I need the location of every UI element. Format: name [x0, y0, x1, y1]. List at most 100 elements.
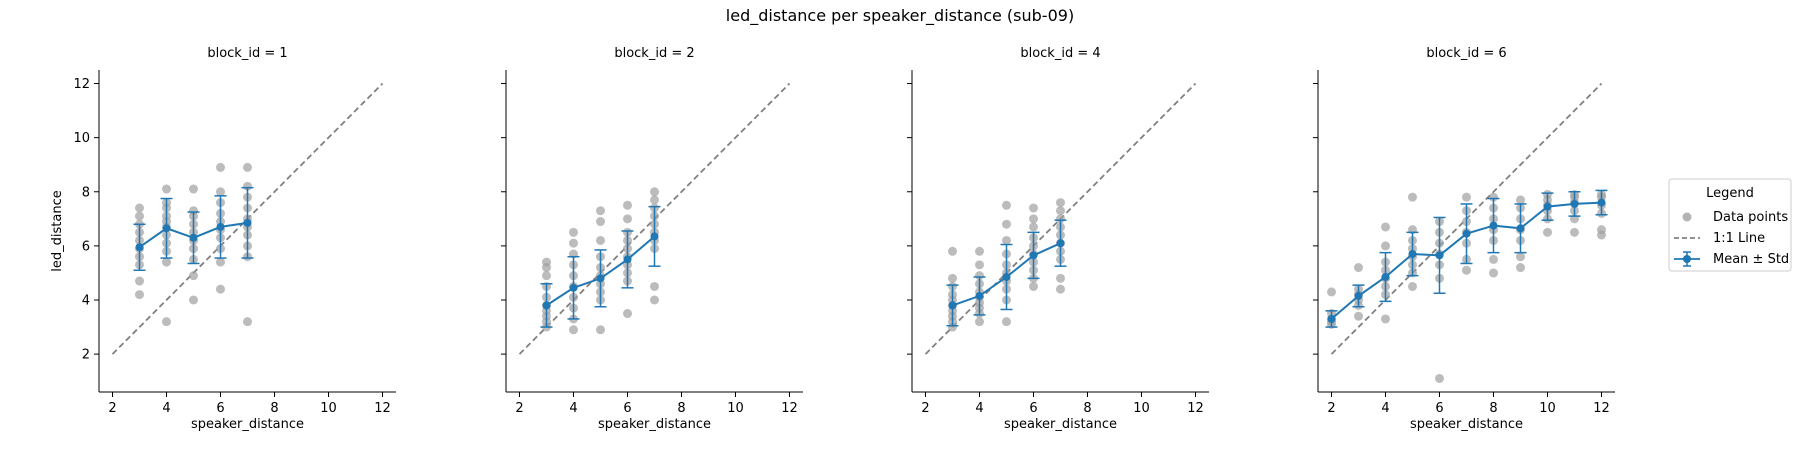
y-tick-label: 4	[82, 294, 90, 309]
data-point	[1056, 273, 1065, 283]
panel-title: block_id = 2	[614, 46, 694, 61]
mean-point	[975, 291, 984, 300]
data-point	[189, 295, 198, 305]
data-point	[216, 257, 225, 267]
data-point	[1462, 192, 1471, 202]
data-point	[1056, 198, 1065, 208]
data-point	[243, 181, 252, 191]
y-axis-label: led_distance	[50, 190, 65, 271]
x-tick-label: 8	[1083, 401, 1091, 416]
data-point	[189, 271, 198, 281]
y-tick-label: 8	[82, 185, 90, 200]
legend: Legend Data points 1:1 Line Mean ± Std	[1668, 178, 1792, 272]
x-axis-label: speaker_distance	[1410, 417, 1523, 432]
legend-marker-scatter	[1682, 212, 1692, 222]
mean-point	[1327, 314, 1336, 323]
data-point	[975, 271, 984, 281]
legend-label-identity-line: 1:1 Line	[1713, 231, 1765, 246]
data-point	[1002, 235, 1011, 245]
legend-label-mean-std: Mean ± Std	[1713, 252, 1789, 267]
panel-title: block_id = 4	[1020, 46, 1100, 61]
data-point	[650, 187, 659, 197]
data-point	[1002, 317, 1011, 327]
legend-label-data-points: Data points	[1713, 210, 1788, 225]
data-point	[243, 317, 252, 327]
x-tick-label: 10	[1133, 401, 1150, 416]
panel-3: block_id = 4 2 4 6 8 10 12 speaker_distance	[907, 46, 1209, 432]
data-point	[975, 246, 984, 256]
mean-point	[1029, 251, 1038, 260]
data-point	[1489, 192, 1498, 202]
data-point	[1597, 225, 1606, 235]
x-tick-label: 4	[975, 401, 983, 416]
data-point	[1489, 254, 1498, 264]
x-tick-label: 2	[108, 401, 116, 416]
x-tick-label: 2	[1327, 401, 1335, 416]
x-tick-label: 8	[677, 401, 685, 416]
legend-item-identity-line: 1:1 Line	[1674, 231, 1765, 246]
data-point	[216, 162, 225, 172]
data-point	[569, 238, 578, 248]
data-point	[596, 206, 605, 216]
data-point	[1354, 311, 1363, 321]
y-tick-label: 12	[73, 77, 90, 92]
data-point	[1029, 222, 1038, 232]
legend-marker-mean	[1683, 255, 1691, 263]
data-point	[1408, 281, 1417, 291]
x-tick-label: 12	[781, 401, 798, 416]
data-point	[162, 184, 171, 194]
panel-1: block_id = 1 2 4 6 8 10 12 2 4 6 8 10 12 speaker_dist…	[50, 46, 396, 432]
data-point	[189, 206, 198, 216]
data-point	[542, 271, 551, 281]
x-tick-label: 6	[216, 401, 224, 416]
legend-title: Legend	[1706, 186, 1754, 201]
data-point	[623, 200, 632, 210]
data-point	[1002, 200, 1011, 210]
x-tick-label: 6	[1029, 401, 1037, 416]
data-point	[623, 214, 632, 224]
x-tick-label: 6	[1435, 401, 1443, 416]
x-tick-label: 12	[374, 401, 391, 416]
x-tick-label: 2	[921, 401, 929, 416]
x-axis-label: speaker_distance	[598, 417, 711, 432]
mean-point	[623, 255, 632, 264]
data-point	[1381, 222, 1390, 232]
data-point	[650, 195, 659, 205]
mean-point	[135, 243, 144, 252]
mean-point	[1408, 250, 1417, 258]
mean-point	[948, 301, 957, 310]
data-point	[1029, 203, 1038, 213]
data-point	[135, 203, 144, 213]
data-point	[596, 325, 605, 335]
data-point	[1029, 281, 1038, 291]
x-tick-label: 10	[1539, 401, 1556, 416]
panel-2: block_id = 2 2 4 6 8 10 12 speaker_distance	[501, 46, 803, 432]
data-point	[1056, 284, 1065, 294]
data-point	[948, 246, 957, 256]
x-tick-label: 4	[569, 401, 577, 416]
mean-point	[1002, 273, 1011, 281]
data-point	[1381, 241, 1390, 251]
x-axis-label: speaker_distance	[1004, 417, 1117, 432]
mean-point	[569, 283, 578, 292]
mean-point	[243, 218, 252, 227]
x-tick-label: 12	[1593, 401, 1610, 416]
data-point	[135, 290, 144, 300]
panel-title: block_id = 1	[207, 46, 287, 61]
data-point	[542, 257, 551, 267]
data-point	[975, 260, 984, 270]
mean-point	[189, 233, 198, 242]
data-point	[1056, 214, 1065, 224]
y-tick-label: 10	[73, 131, 90, 146]
data-point	[569, 227, 578, 237]
data-point	[1489, 268, 1498, 278]
data-point	[1381, 314, 1390, 324]
data-point	[162, 317, 171, 327]
y-tick-label: 2	[82, 348, 90, 363]
panels: block_id = 1 2 4 6 8 10 12 2 4 6 8 10 12 speaker_dist…	[50, 46, 1615, 432]
mean-point	[1570, 199, 1579, 208]
data-point	[1002, 219, 1011, 229]
data-point	[596, 235, 605, 245]
data-point	[1408, 192, 1417, 202]
